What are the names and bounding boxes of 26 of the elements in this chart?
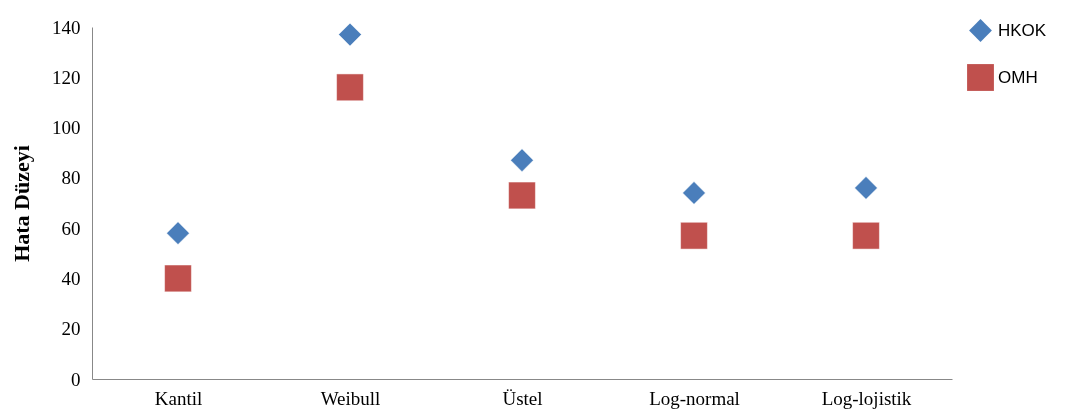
y-tick-label: 100 (52, 117, 81, 139)
legend-label: OMH (998, 67, 1038, 87)
x-tick-label: Log-lojistik (821, 387, 912, 409)
point (680, 222, 708, 250)
y-tick-label: 60 (61, 217, 81, 239)
point (510, 148, 534, 172)
x-tick-label: Üstel (502, 387, 543, 409)
y-tick-label: 0 (71, 368, 81, 390)
y-tick-label: 80 (61, 167, 81, 189)
point (682, 181, 706, 205)
point (336, 73, 364, 102)
y-axis-title: Hata Düzeyi (9, 145, 34, 262)
point (338, 22, 362, 47)
point (854, 176, 878, 200)
y-tick-label: 140 (52, 16, 81, 38)
x-tick-label: Log-normal (649, 387, 740, 409)
x-tick-label: Kantil (154, 387, 203, 409)
y-tick-label: 40 (61, 267, 81, 289)
point (164, 264, 192, 293)
point (508, 181, 536, 210)
legend-label: HKOK (998, 20, 1047, 40)
y-tick-label: 120 (52, 66, 81, 88)
y-tick-label: 20 (61, 318, 81, 340)
point (852, 222, 880, 250)
x-tick-label: Weibull (320, 387, 381, 409)
point (166, 221, 190, 245)
